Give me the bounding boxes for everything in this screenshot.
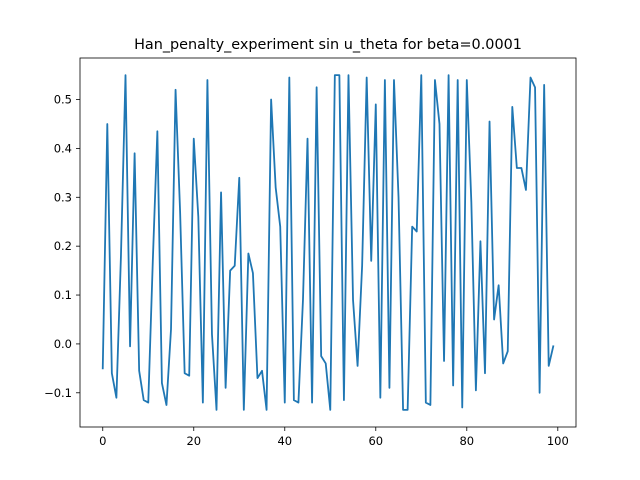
y-tick-label: 0.5 [54,93,72,107]
x-tick-label: 80 [459,434,474,448]
chart-title: Han_penalty_experiment sin u_theta for b… [134,37,522,53]
axis-ticks: 0 20 40 60 80 100 −0.1 0.0 0.1 0.2 0.3 0.4 0.5 [44,93,569,448]
x-tick-label: 100 [547,434,569,448]
series-line [101,74,555,411]
y-tick-label: 0.2 [54,239,72,253]
y-tick-label: 0.4 [54,141,72,155]
x-tick-label: 20 [186,434,201,448]
axes-frame [79,57,577,428]
x-tick-label: 60 [368,434,383,448]
y-tick-label: −0.1 [44,386,72,400]
x-tick-label: 0 [99,434,106,448]
y-tick-label: 0.3 [54,190,72,204]
x-tick-label: 40 [277,434,292,448]
plot-area [101,74,555,411]
y-tick-label: 0.0 [54,337,72,351]
y-tick-label: 0.1 [54,288,72,302]
